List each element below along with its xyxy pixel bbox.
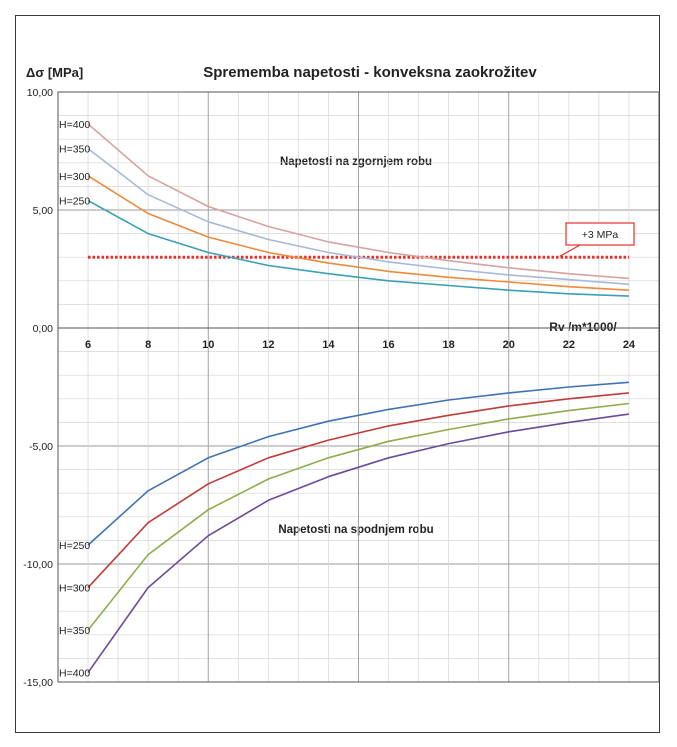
axes [57, 91, 660, 683]
series-label: H=350 [59, 144, 90, 156]
x-tick-label: 10 [202, 339, 214, 351]
tick-labels: 10,00 5,00 0,00 -5,00 -10,00 -15,00 6 8 10 12 14 16… [23, 87, 636, 689]
x-tick-label: 16 [382, 339, 394, 351]
limit-callout-leader [559, 244, 581, 257]
x-tick-label: 18 [443, 339, 455, 351]
series-line [87, 392, 629, 589]
chart-frame [15, 15, 660, 733]
x-tick-label: 24 [623, 339, 636, 351]
series-line [87, 199, 629, 297]
y-tick-label: 10,00 [27, 87, 53, 99]
series-line [87, 402, 629, 631]
series-line [87, 123, 629, 280]
series-label: H=300 [59, 171, 90, 183]
x-axis-label: Rv /m*1000/ [549, 320, 617, 334]
x-tick-label: 6 [85, 339, 91, 351]
series-label: H=350 [59, 625, 90, 637]
y-tick-label: -15,00 [23, 677, 53, 689]
lower-edge-annotation: Napetosti na spodnjem robu [278, 524, 433, 536]
plot-area-border [57, 91, 660, 683]
x-tick-label: 12 [262, 339, 274, 351]
y-tick-label: -10,00 [23, 559, 53, 571]
series-label: H=250 [59, 540, 90, 552]
series-line [87, 175, 629, 291]
upper-edge-annotation: Napetosti na zgornjem robu [280, 156, 432, 168]
x-tick-label: 20 [503, 339, 515, 351]
series-label: H=300 [59, 583, 90, 595]
y-tick-label: -5,00 [29, 441, 53, 453]
x-tick-label: 14 [322, 339, 335, 351]
x-tick-label: 22 [563, 339, 575, 351]
series-label: H=250 [59, 196, 90, 208]
y-tick-label: 5,00 [33, 205, 54, 217]
series-label: H=400 [59, 668, 90, 680]
series-lines [87, 123, 630, 674]
series-line [87, 413, 630, 674]
series-labels: H=400 H=350 H=300 H=250 H=250 H=300 H=350 H=400 [59, 119, 90, 680]
y-axis-label: Δσ [MPa] [26, 65, 83, 80]
series-line [87, 381, 629, 546]
limit-callout-box [565, 222, 635, 246]
limit-callout-label: +3 MPa [582, 229, 619, 241]
chart-title: Sprememba napetosti - konveksna zaokroži… [203, 64, 537, 81]
y-tick-label: 0,00 [33, 323, 54, 335]
x-tick-label: 8 [145, 339, 151, 351]
series-label: H=400 [59, 119, 90, 131]
series-line [87, 147, 629, 286]
